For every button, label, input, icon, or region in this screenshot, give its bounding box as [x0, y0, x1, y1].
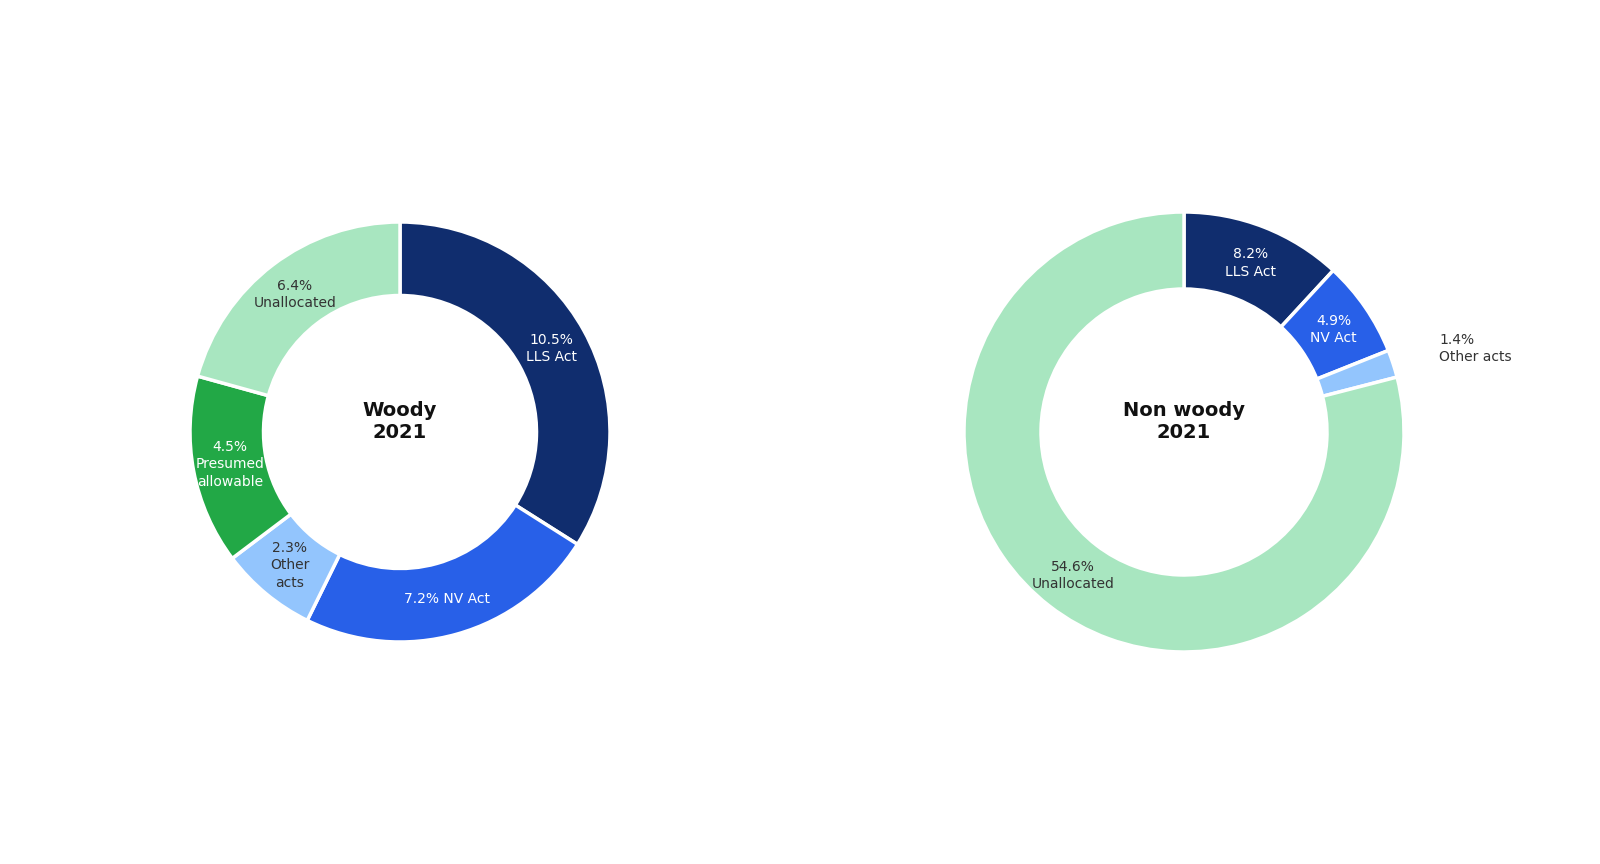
- Text: 4.5%
Presumed
allowable: 4.5% Presumed allowable: [195, 440, 264, 489]
- Text: 2.3%
Other
acts: 2.3% Other acts: [270, 541, 309, 590]
- Wedge shape: [232, 514, 339, 620]
- Wedge shape: [307, 505, 578, 642]
- Text: 6.4%
Unallocated: 6.4% Unallocated: [254, 278, 336, 310]
- Wedge shape: [1317, 351, 1397, 397]
- Wedge shape: [190, 376, 291, 558]
- Text: 54.6%
Unallocated: 54.6% Unallocated: [1032, 560, 1114, 591]
- Text: 4.9%
NV Act: 4.9% NV Act: [1310, 314, 1357, 345]
- Text: Non woody
2021: Non woody 2021: [1123, 401, 1245, 442]
- Wedge shape: [1184, 212, 1333, 327]
- Wedge shape: [400, 222, 610, 544]
- Wedge shape: [197, 222, 400, 396]
- Wedge shape: [1282, 270, 1389, 379]
- Text: 7.2% NV Act: 7.2% NV Act: [403, 592, 490, 606]
- Text: 10.5%
LLS Act: 10.5% LLS Act: [526, 333, 578, 364]
- Text: 1.4%
Other acts: 1.4% Other acts: [1438, 333, 1512, 365]
- Text: 8.2%
LLS Act: 8.2% LLS Act: [1224, 247, 1275, 278]
- Wedge shape: [965, 212, 1403, 652]
- Text: Woody
2021: Woody 2021: [363, 401, 437, 442]
